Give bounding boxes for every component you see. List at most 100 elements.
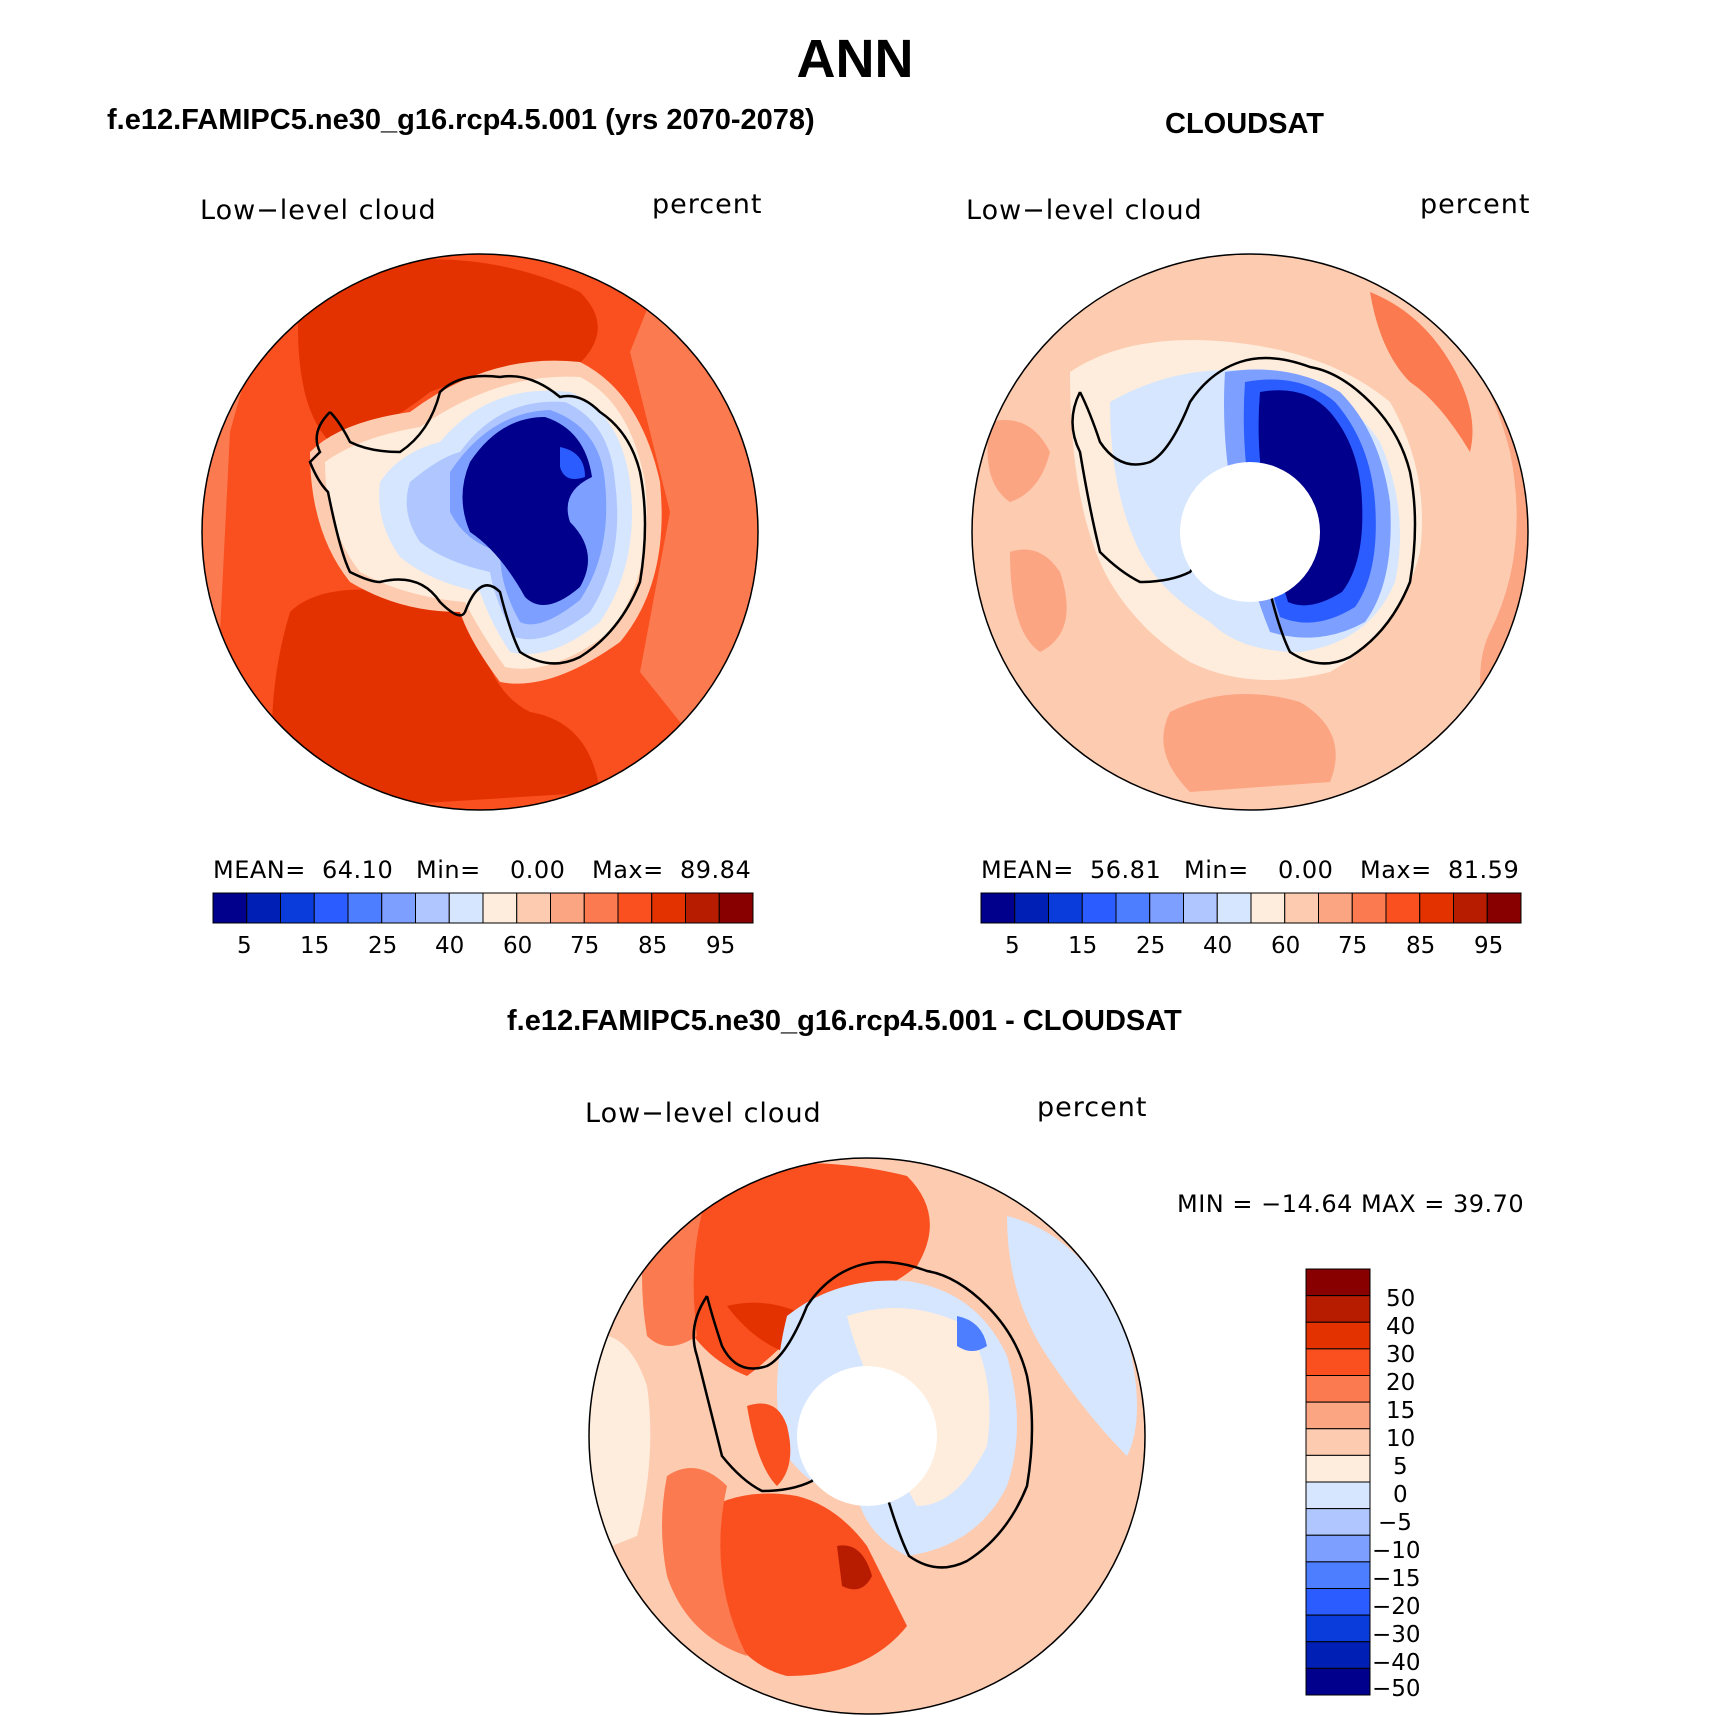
diff-colorbar-tick: −40 [1372, 1650, 1421, 1676]
obs-min-label: Min= [1184, 856, 1249, 884]
model-colorbar-box [617, 892, 653, 924]
model-colorbar-tick: 15 [300, 933, 330, 959]
diff-colorbar-box [1305, 1348, 1371, 1376]
diff-colorbar-box [1305, 1295, 1371, 1323]
diff-colorbar-box [1305, 1614, 1371, 1643]
obs-colorbar-tick: 25 [1136, 933, 1166, 959]
model-polar-map [201, 253, 759, 811]
obs-coast [1071, 356, 1417, 665]
obs-panel-title: CLOUDSAT [1165, 108, 1324, 140]
model-colorbar-box [583, 892, 619, 924]
obs-orange-bottom [1163, 694, 1336, 792]
model-colorbar-box [347, 892, 383, 924]
diff-units-label: percent [1037, 1092, 1148, 1123]
obs-colorbar-box [1115, 892, 1151, 924]
diff-ice-blue-patch [957, 1316, 987, 1351]
obs-orange-right [1350, 254, 1528, 810]
diff-colorbar-tick: 30 [1386, 1342, 1416, 1368]
diff-colorbar-tick: 15 [1386, 1398, 1416, 1424]
model-colorbar-box [246, 892, 281, 924]
model-colorbar-box [516, 892, 551, 924]
obs-colorbar-box [1149, 892, 1184, 924]
obs-colorbar-tick: 95 [1474, 933, 1504, 959]
model-colorbar-box [651, 892, 686, 924]
model-colorbar-box [212, 892, 248, 924]
diff-min-max: MIN = −14.64 MAX = 39.70 [1177, 1190, 1525, 1218]
model-min-label: Min= [416, 856, 481, 884]
obs-orange-left-low [1010, 549, 1067, 652]
diff-panel-title: f.e12.FAMIPC5.ne30_g16.rcp4.5.001 - CLOU… [507, 1005, 1182, 1037]
diff-colorbar-tick: −10 [1372, 1538, 1421, 1564]
diff-colorbar-box [1305, 1401, 1371, 1430]
obs-colorbar-tick: 5 [1005, 933, 1020, 959]
diff-colorbar-tick: 50 [1386, 1286, 1416, 1312]
model-colorbar-tick: 75 [570, 933, 600, 959]
diff-colorbar-tick: 0 [1393, 1482, 1408, 1508]
obs-missing-data-hole [1180, 462, 1320, 602]
model-colorbar-box [280, 892, 315, 924]
obs-colorbar-tick: 40 [1203, 933, 1233, 959]
obs-colorbar-box [1385, 892, 1421, 924]
obs-map-border [971, 253, 1529, 811]
diff-pale-west [589, 1334, 651, 1556]
diff-colorbar-box [1305, 1321, 1371, 1350]
obs-colorbar-box [1419, 892, 1454, 924]
model-colorbar [212, 892, 754, 924]
obs-colorbar-box [1486, 892, 1522, 924]
obs-colorbar-tick: 60 [1271, 933, 1301, 959]
obs-max-label: Max= [1360, 856, 1432, 884]
obs-orange-right-inner [1370, 292, 1473, 452]
obs-colorbar-box [1318, 892, 1353, 924]
diff-polar-map [588, 1157, 1146, 1715]
obs-colorbar-box [1216, 892, 1252, 924]
diff-colorbar-box [1305, 1481, 1371, 1510]
diff-north-orange [663, 1163, 930, 1376]
diff-south-dark [837, 1545, 872, 1590]
obs-mean-label: MEAN= [981, 856, 1074, 884]
diff-variable-label: Low−level cloud [585, 1098, 822, 1129]
diff-missing-data-hole [797, 1366, 937, 1506]
obs-orange-left [987, 420, 1050, 502]
diff-colorbar-box [1305, 1561, 1371, 1589]
diff-colorbar-box [1305, 1428, 1371, 1456]
model-max-value: 89.84 [680, 856, 752, 884]
obs-polar-map [971, 253, 1529, 811]
diff-colorbar-tick: 5 [1393, 1454, 1408, 1480]
obs-min-value: 0.00 [1278, 856, 1334, 884]
model-colorbar-tick: 40 [435, 933, 465, 959]
diff-colorbar-tick: −15 [1372, 1566, 1421, 1592]
obs-colorbar-box [980, 892, 1016, 924]
model-max-label: Max= [592, 856, 664, 884]
model-colorbar-tick: 85 [638, 933, 668, 959]
diff-colorbar-box [1305, 1268, 1371, 1297]
obs-colorbar-tick: 15 [1068, 933, 1098, 959]
diff-colorbar-box [1305, 1667, 1371, 1696]
model-colorbar-box [482, 892, 518, 924]
diff-colorbar-box [1305, 1375, 1371, 1403]
model-colorbar-box [448, 892, 484, 924]
model-colorbar-box [718, 892, 754, 924]
model-map-border [201, 253, 759, 811]
model-colorbar-box [313, 892, 349, 924]
obs-colorbar-tick: 85 [1406, 933, 1436, 959]
diff-colorbar-box [1305, 1588, 1371, 1616]
diff-colorbar-tick: 40 [1386, 1314, 1416, 1340]
model-dark-north [298, 259, 598, 442]
diff-colorbar [1305, 1268, 1371, 1696]
diff-colorbar-box [1305, 1641, 1371, 1669]
model-colorbar-tick: 5 [237, 933, 252, 959]
model-colorbar-tick: 95 [706, 933, 736, 959]
obs-colorbar-box [1250, 892, 1286, 924]
page-title: ANN [796, 29, 914, 89]
diff-south-orange [697, 1493, 907, 1676]
model-colorbar-box [381, 892, 416, 924]
model-units-label: percent [652, 189, 763, 220]
model-dark-south [272, 589, 600, 810]
model-min-value: 0.00 [510, 856, 566, 884]
obs-colorbar [980, 892, 1522, 924]
model-colorbar-tick: 60 [503, 933, 533, 959]
model-colorbar-box [550, 892, 585, 924]
model-variable-label: Low−level cloud [200, 195, 437, 226]
diff-colorbar-box [1305, 1508, 1371, 1536]
model-ice-inner-blue [560, 447, 585, 480]
